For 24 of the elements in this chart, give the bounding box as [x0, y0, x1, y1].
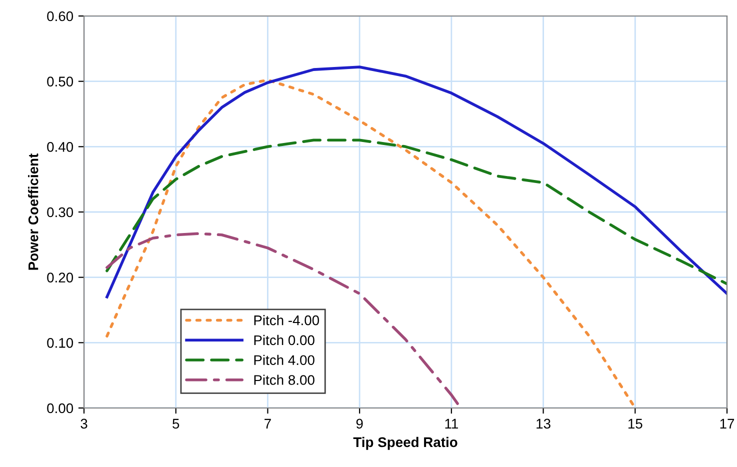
x-tick-label: 7: [264, 418, 271, 428]
y-tick-label: 0.50: [47, 76, 74, 87]
x-axis-title: Tip Speed Ratio: [353, 436, 458, 450]
legend-label: Pitch 8.00: [254, 374, 314, 385]
y-axis-title: Power Coefficient: [28, 154, 38, 270]
legend-label: Pitch 4.00: [254, 354, 314, 366]
x-tick-label: 11: [445, 418, 458, 428]
line-series: [106, 66, 727, 298]
x-tick-label: 17: [720, 418, 734, 428]
y-tick-label: 0.00: [47, 403, 74, 414]
legend-label: Pitch 0.00: [254, 334, 314, 346]
y-tick-label: 0.60: [47, 11, 74, 22]
y-tick-label: 0.40: [47, 142, 74, 152]
x-tick-label: 13: [536, 418, 550, 429]
y-tick-label: 0.10: [47, 338, 74, 348]
x-tick-label: 3: [80, 418, 88, 429]
x-tick-label: 9: [356, 418, 363, 429]
y-tick-label: 0.20: [47, 272, 74, 283]
line-series: [106, 138, 727, 286]
x-tick-label: 15: [628, 418, 642, 429]
x-tick-label: 5: [172, 418, 180, 429]
legend-label: Pitch -4.00: [254, 315, 320, 326]
line-series: [106, 78, 637, 408]
y-tick-label: 0.30: [47, 207, 74, 218]
